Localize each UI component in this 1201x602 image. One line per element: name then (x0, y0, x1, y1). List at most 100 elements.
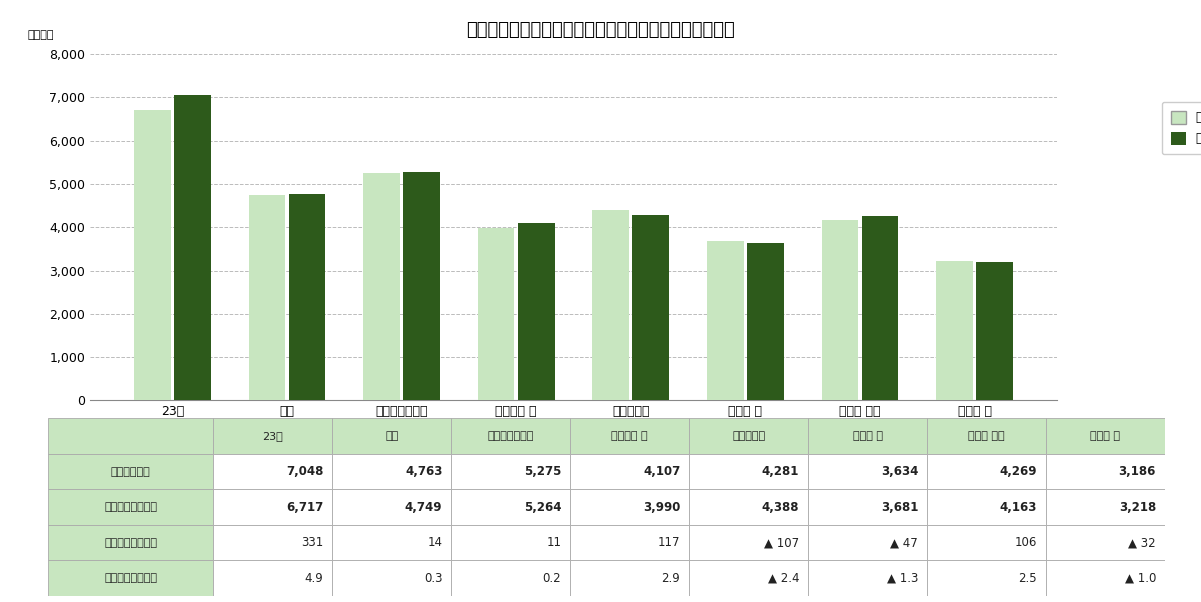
Text: 14: 14 (428, 536, 442, 549)
Bar (927, 525, 1046, 560)
Text: 当月（万円）: 当月（万円） (110, 467, 150, 477)
Text: 3,990: 3,990 (643, 501, 680, 514)
Bar (861, 216, 898, 400)
Bar (1046, 560, 1165, 596)
Bar (333, 489, 452, 525)
Bar (1046, 525, 1165, 560)
Text: 106: 106 (1015, 536, 1038, 549)
Bar (452, 560, 570, 596)
Bar (821, 220, 859, 400)
Bar (333, 560, 452, 596)
Bar (570, 454, 689, 489)
Text: 4,281: 4,281 (761, 465, 799, 478)
Text: 2.9: 2.9 (662, 572, 680, 585)
Text: 神奈川県 他: 神奈川県 他 (611, 431, 649, 441)
Bar (808, 454, 927, 489)
Bar (48, 560, 214, 596)
Text: 前年差額（万円）: 前年差額（万円） (104, 538, 157, 548)
Text: 7,048: 7,048 (286, 465, 323, 478)
Text: （万円）: （万円） (28, 30, 54, 40)
Text: 3,681: 3,681 (880, 501, 918, 514)
Text: 5,275: 5,275 (524, 465, 561, 478)
Bar (633, 215, 669, 400)
Text: ▲ 47: ▲ 47 (890, 536, 918, 549)
Bar (452, 525, 570, 560)
Bar (48, 525, 214, 560)
Bar (570, 418, 689, 454)
Text: 0.3: 0.3 (424, 572, 442, 585)
Bar (363, 173, 400, 400)
Bar (333, 454, 452, 489)
Bar (570, 489, 689, 525)
Bar (808, 418, 927, 454)
Text: 都下: 都下 (386, 431, 399, 441)
Text: 埼玉県 他: 埼玉県 他 (853, 431, 883, 441)
Bar (249, 195, 286, 400)
Text: 5,264: 5,264 (524, 501, 561, 514)
Bar (214, 454, 333, 489)
Bar (808, 489, 927, 525)
Bar (570, 525, 689, 560)
Bar (452, 454, 570, 489)
Text: ▲ 1.3: ▲ 1.3 (886, 572, 918, 585)
Text: 3,186: 3,186 (1118, 465, 1157, 478)
Bar (689, 454, 808, 489)
Bar (48, 418, 214, 454)
Text: 4,163: 4,163 (999, 501, 1038, 514)
Bar (927, 454, 1046, 489)
Bar (927, 418, 1046, 454)
Bar (1046, 418, 1165, 454)
Bar (936, 261, 973, 400)
Text: ▲ 2.4: ▲ 2.4 (767, 572, 799, 585)
Text: ▲ 107: ▲ 107 (764, 536, 799, 549)
Bar (214, 560, 333, 596)
Text: 11: 11 (546, 536, 561, 549)
Bar (452, 489, 570, 525)
Legend: 前年同月, 当月: 前年同月, 当月 (1161, 102, 1201, 154)
Text: 3,218: 3,218 (1119, 501, 1157, 514)
Bar (135, 110, 171, 400)
Bar (927, 489, 1046, 525)
Bar (1046, 489, 1165, 525)
Text: 331: 331 (301, 536, 323, 549)
Bar (689, 525, 808, 560)
Bar (48, 454, 214, 489)
Text: 23区: 23区 (263, 431, 283, 441)
Text: 4,107: 4,107 (643, 465, 680, 478)
Text: 4,749: 4,749 (405, 501, 442, 514)
Bar (689, 560, 808, 596)
Bar (689, 418, 808, 454)
Bar (592, 211, 629, 400)
Text: 4.9: 4.9 (305, 572, 323, 585)
Bar (214, 525, 333, 560)
Text: 4,388: 4,388 (761, 501, 799, 514)
Text: 4,763: 4,763 (405, 465, 442, 478)
Text: 0.2: 0.2 (543, 572, 561, 585)
Bar (808, 525, 927, 560)
Bar (452, 418, 570, 454)
Text: 4,269: 4,269 (999, 465, 1038, 478)
Bar (570, 560, 689, 596)
Text: 前年同月比（％）: 前年同月比（％） (104, 573, 157, 583)
Bar (214, 489, 333, 525)
Bar (214, 418, 333, 454)
Text: ▲ 1.0: ▲ 1.0 (1124, 572, 1157, 585)
Bar (976, 262, 1012, 400)
Text: 3,634: 3,634 (880, 465, 918, 478)
Bar (288, 194, 325, 400)
Bar (808, 560, 927, 596)
Text: 横浜市・川崎市: 横浜市・川崎市 (488, 431, 534, 441)
Text: 千葉県 他: 千葉県 他 (1091, 431, 1121, 441)
Bar (333, 418, 452, 454)
Bar (689, 489, 808, 525)
Text: 6,717: 6,717 (286, 501, 323, 514)
Text: ＜図表１＞　首都圏８エリアの平均価格（前年同月比）: ＜図表１＞ 首都圏８エリアの平均価格（前年同月比） (466, 21, 735, 39)
Bar (333, 525, 452, 560)
Text: ▲ 32: ▲ 32 (1129, 536, 1157, 549)
Text: さいたま市: さいたま市 (733, 431, 765, 441)
Bar (48, 489, 214, 525)
Bar (478, 228, 514, 400)
Text: 千葉県 西部: 千葉県 西部 (968, 431, 1005, 441)
Bar (707, 241, 743, 400)
Bar (174, 95, 211, 400)
